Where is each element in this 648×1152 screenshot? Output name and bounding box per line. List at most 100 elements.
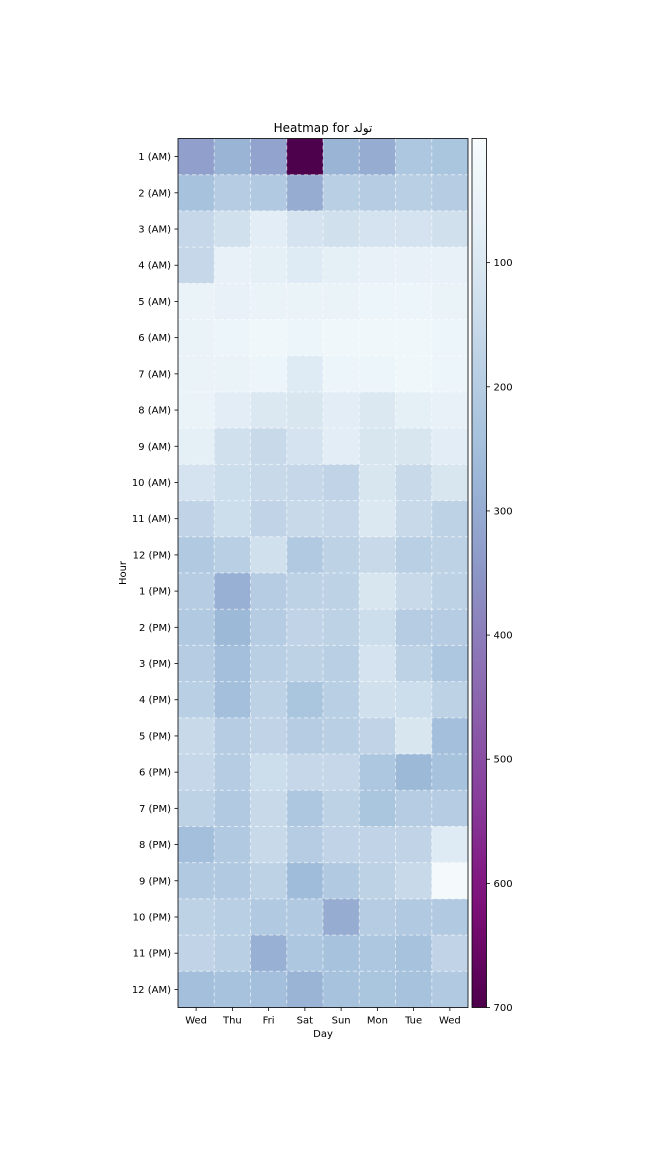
- x-tick-label: Mon: [367, 1016, 388, 1027]
- heatmap-cell: [395, 464, 433, 501]
- heatmap-cell: [250, 898, 288, 936]
- y-tick-label: 2 (PM): [139, 623, 171, 634]
- heatmap-cell: [395, 790, 433, 827]
- heatmap-cell: [395, 826, 433, 863]
- y-axis-label: Hour: [118, 560, 129, 585]
- heatmap-cell: [214, 464, 251, 501]
- heatmap-cell: [178, 862, 215, 900]
- heatmap-cell: [431, 790, 469, 827]
- heatmap-cell: [250, 935, 288, 972]
- heatmap-cell: [178, 391, 215, 429]
- heatmap-cell: [323, 826, 360, 863]
- heatmap-cell: [178, 609, 215, 646]
- heatmap-cell: [431, 645, 469, 682]
- heatmap-cell: [359, 210, 396, 248]
- heatmap-cell: [286, 355, 324, 393]
- heatmap-cell: [286, 971, 324, 1008]
- x-axis: Wed Thu Fri Sat Sun Mon Tue Wed: [185, 1007, 461, 1027]
- heatmap-cell: [250, 573, 288, 610]
- y-tick-label: 8 (PM): [139, 840, 171, 851]
- heatmap-cell: [250, 138, 288, 176]
- heatmap-cell: [178, 754, 215, 791]
- heatmap-cell: [286, 391, 324, 429]
- heatmap-cell: [214, 319, 251, 357]
- heatmap-cell: [431, 355, 469, 393]
- heatmap-cell: [286, 319, 324, 357]
- heatmap-cell: [359, 536, 396, 574]
- heatmap-cell: [286, 428, 324, 465]
- y-tick-label: 5 (PM): [139, 731, 171, 742]
- heatmap-cell: [431, 609, 469, 646]
- heatmap-cell: [395, 500, 433, 538]
- heatmap-cell: [359, 862, 396, 900]
- heatmap-cell: [286, 573, 324, 610]
- y-tick-label: 7 (PM): [139, 804, 171, 815]
- heatmap-cell: [214, 862, 251, 900]
- heatmap-cell: [431, 464, 469, 501]
- heatmap-cell: [395, 935, 433, 972]
- heatmap-cell: [250, 247, 288, 284]
- heatmap-cell: [286, 536, 324, 574]
- y-tick-label: 6 (PM): [139, 768, 171, 779]
- heatmap-cell: [250, 391, 288, 429]
- heatmap-cell: [178, 935, 215, 972]
- heatmap-cell: [250, 862, 288, 900]
- heatmap-cell: [323, 717, 360, 755]
- heatmap-cell: [323, 210, 360, 248]
- y-tick-label: 4 (PM): [139, 695, 171, 706]
- heatmap-cell: [395, 210, 433, 248]
- heatmap-cell: [359, 500, 396, 538]
- heatmap-cell: [250, 645, 288, 682]
- heatmap-cell: [250, 717, 288, 755]
- heatmap-cell: [395, 754, 433, 791]
- heatmap-cell: [178, 971, 215, 1008]
- y-tick-label: 10 (PM): [133, 912, 171, 923]
- heatmap-cell: [359, 573, 396, 610]
- heatmap-cell: [359, 138, 396, 176]
- heatmap-cell: [323, 283, 360, 320]
- heatmap-cell: [250, 609, 288, 646]
- heatmap-cell: [286, 464, 324, 501]
- heatmap-cell: [250, 681, 288, 719]
- heatmap-cell: [286, 138, 324, 176]
- heatmap-cell: [214, 210, 251, 248]
- heatmap-cell: [323, 645, 360, 682]
- y-tick-label: 12 (AM): [132, 985, 171, 996]
- heatmap-cell: [323, 898, 360, 936]
- heatmap-cell: [359, 717, 396, 755]
- gridlines: [178, 138, 468, 1008]
- heatmap-cell: [431, 391, 469, 429]
- heatmap-cell: [431, 283, 469, 320]
- heatmap-cell: [323, 609, 360, 646]
- heatmap-cell: [250, 210, 288, 248]
- heatmap-cell: [395, 862, 433, 900]
- heatmap-cell: [214, 609, 251, 646]
- colorbar-tick-label: 600: [494, 879, 513, 890]
- heatmap-cell: [286, 898, 324, 936]
- heatmap-cell: [178, 790, 215, 827]
- heatmap-cell: [323, 681, 360, 719]
- heatmap-cell: [286, 681, 324, 719]
- heatmap-cell: [431, 717, 469, 755]
- heatmap-cell: [250, 754, 288, 791]
- heatmap-cell: [323, 428, 360, 465]
- heatmap-cell: [359, 464, 396, 501]
- colorbar-ticks: 100 200 300 400 500 600 700: [486, 258, 513, 1014]
- heatmap-cell: [395, 391, 433, 429]
- heatmap-cell: [178, 681, 215, 719]
- heatmap-cell: [214, 717, 251, 755]
- heatmap-cell: [250, 355, 288, 393]
- y-tick-label: 2 (AM): [138, 188, 171, 199]
- heatmap-cell: [359, 645, 396, 682]
- colorbar-tick-label: 400: [494, 631, 513, 642]
- y-tick-label: 1 (PM): [139, 587, 171, 598]
- heatmap-cell: [323, 319, 360, 357]
- colorbar-tick-label: 500: [494, 755, 513, 766]
- colorbar-tick-label: 200: [494, 382, 513, 393]
- heatmap-cell: [214, 500, 251, 538]
- x-axis-label: Day: [313, 1029, 333, 1040]
- heatmap-cell: [431, 935, 469, 972]
- heatmap-cell: [286, 790, 324, 827]
- heatmap-cell: [250, 500, 288, 538]
